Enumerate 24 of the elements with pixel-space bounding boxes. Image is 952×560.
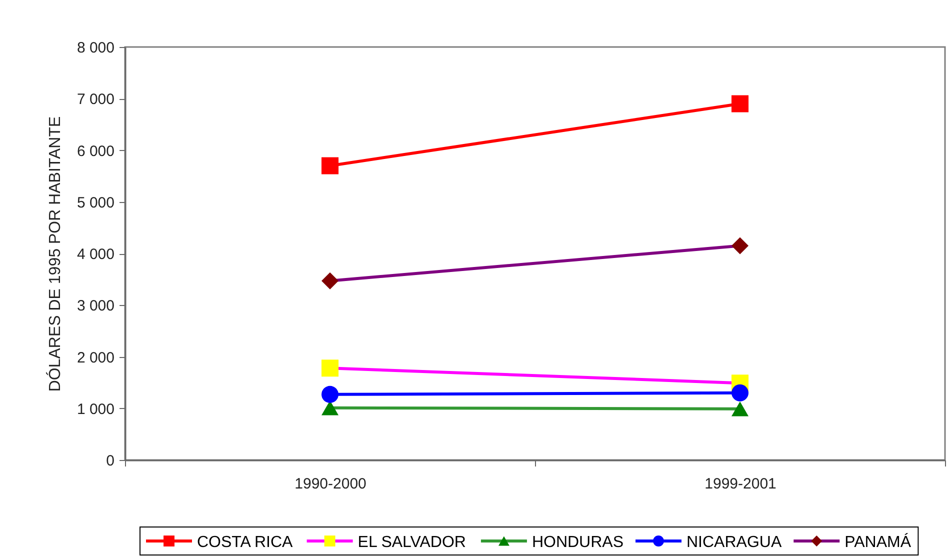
x-tick-label: 1990-2000 (294, 476, 366, 492)
legend-label: EL SALVADOR (358, 534, 466, 551)
legend-label: HONDURAS (532, 534, 624, 551)
y-tick-label: 7 000 (76, 91, 114, 108)
y-tick-label: 6 000 (76, 142, 114, 160)
y-tick-label: 8 000 (76, 40, 114, 56)
legend-label: NICARAGUA (686, 534, 782, 551)
x-tick-label: 1999-2001 (704, 476, 776, 492)
y-tick-label: 0 (106, 452, 114, 470)
point (321, 272, 339, 290)
y-tick-label: 4 000 (76, 246, 114, 263)
y-tick-label: 5 000 (76, 194, 114, 212)
point (731, 237, 749, 254)
point (731, 384, 749, 402)
y-tick-label: 1 000 (76, 400, 114, 418)
point (321, 157, 339, 174)
y-tick-label: 2 000 (76, 349, 114, 366)
point (321, 360, 339, 377)
point (321, 386, 339, 403)
y-tick-label: 3 000 (76, 298, 114, 315)
point (731, 95, 749, 112)
y-axis-title: DÓLARES DE 1995 POR HABITANTE (46, 116, 64, 392)
legend-label: PANAMÁ (844, 533, 912, 551)
legend-label: COSTA RICA (197, 534, 294, 551)
